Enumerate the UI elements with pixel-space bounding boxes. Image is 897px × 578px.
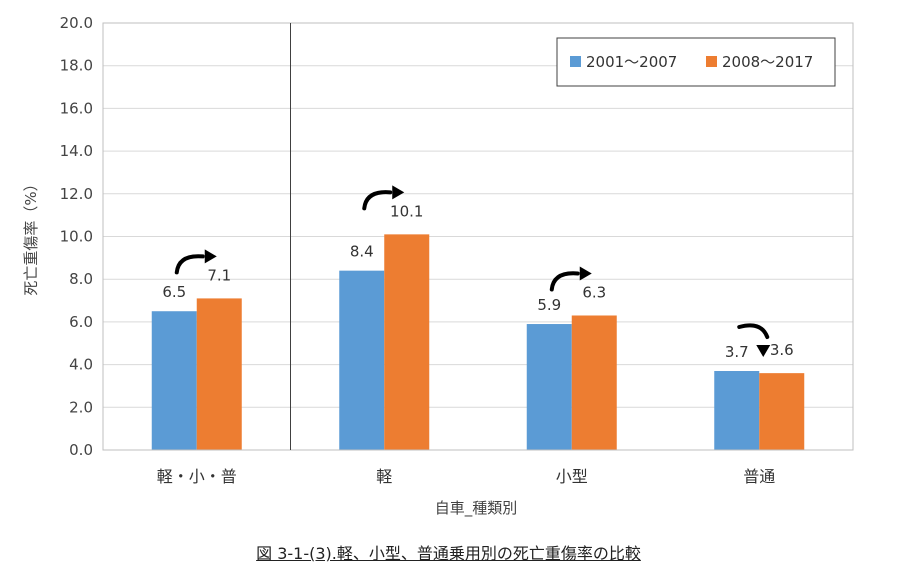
legend: 2001〜2007 2008〜2017 [556, 37, 836, 87]
data-labels: 6.5 7.1 8.4 10.1 5.9 6.3 3.7 3.6 [162, 202, 793, 361]
trend-down-arrow-icon [737, 323, 771, 358]
bar-series1 [151, 311, 197, 450]
bar-series2 [759, 373, 805, 450]
bars [151, 234, 805, 450]
legend-swatch [706, 56, 717, 67]
figure-caption: 図 3-1-(3).軽、小型、普通乗用別の死亡重傷率の比較 [0, 540, 897, 564]
y-axis-title: 死亡重傷率（%） [22, 176, 40, 295]
legend-label: 2008〜2017 [722, 53, 813, 71]
data-label: 8.4 [350, 243, 374, 261]
data-label: 10.1 [390, 202, 423, 220]
trend-up-arrow-icon [174, 249, 217, 275]
data-label: 7.1 [207, 266, 231, 284]
legend-label: 2001〜2007 [586, 53, 677, 71]
y-tick-label: 10.0 [60, 228, 93, 246]
data-label: 3.7 [725, 343, 749, 361]
y-tick-label: 16.0 [60, 99, 93, 117]
y-tick-label: 20.0 [60, 14, 93, 32]
data-label: 5.9 [537, 296, 561, 314]
y-tick-label: 14.0 [60, 142, 93, 160]
bar-series2 [384, 234, 430, 450]
data-label: 6.5 [162, 283, 186, 301]
bar-series1 [526, 324, 572, 450]
legend-swatch [570, 56, 581, 67]
y-tick-label: 12.0 [60, 185, 93, 203]
data-label: 6.3 [582, 283, 606, 301]
bar-series1 [339, 270, 385, 450]
legend-box [556, 37, 836, 87]
bar-chart: 0.02.04.06.08.010.012.014.016.018.020.0 … [22, 14, 854, 518]
y-tick-label: 4.0 [69, 356, 93, 374]
trend-up-arrow-icon [549, 266, 592, 292]
y-tick-label: 8.0 [69, 270, 93, 288]
category-label: 軽・小・普 [157, 467, 237, 486]
bar-series2 [196, 298, 242, 450]
category-label: 軽 [376, 467, 392, 486]
trend-up-arrow-icon [362, 185, 405, 211]
category-labels: 軽・小・普 軽 小型 普通 [157, 467, 776, 486]
y-tick-label: 18.0 [60, 57, 93, 75]
x-axis-title: 自車_種類別 [435, 499, 518, 518]
y-tick-label: 2.0 [69, 398, 93, 416]
bar-series2 [571, 315, 617, 450]
figure-caption-text: 図 3-1-(3).軽、小型、普通乗用別の死亡重傷率の比較 [256, 544, 641, 563]
y-tick-labels: 0.0 2.0 4.0 6.0 8.0 10.0 12.0 14.0 16.0 18.0 20.0 [60, 14, 93, 459]
y-tick-label: 6.0 [69, 313, 93, 331]
plot-area-border [102, 22, 854, 451]
y-tick-label: 0.0 [69, 441, 93, 459]
category-label: 小型 [556, 467, 588, 486]
category-label: 普通 [743, 467, 775, 486]
bar-series1 [714, 371, 760, 450]
data-label: 3.6 [770, 341, 794, 359]
trend-arrows [174, 185, 771, 358]
